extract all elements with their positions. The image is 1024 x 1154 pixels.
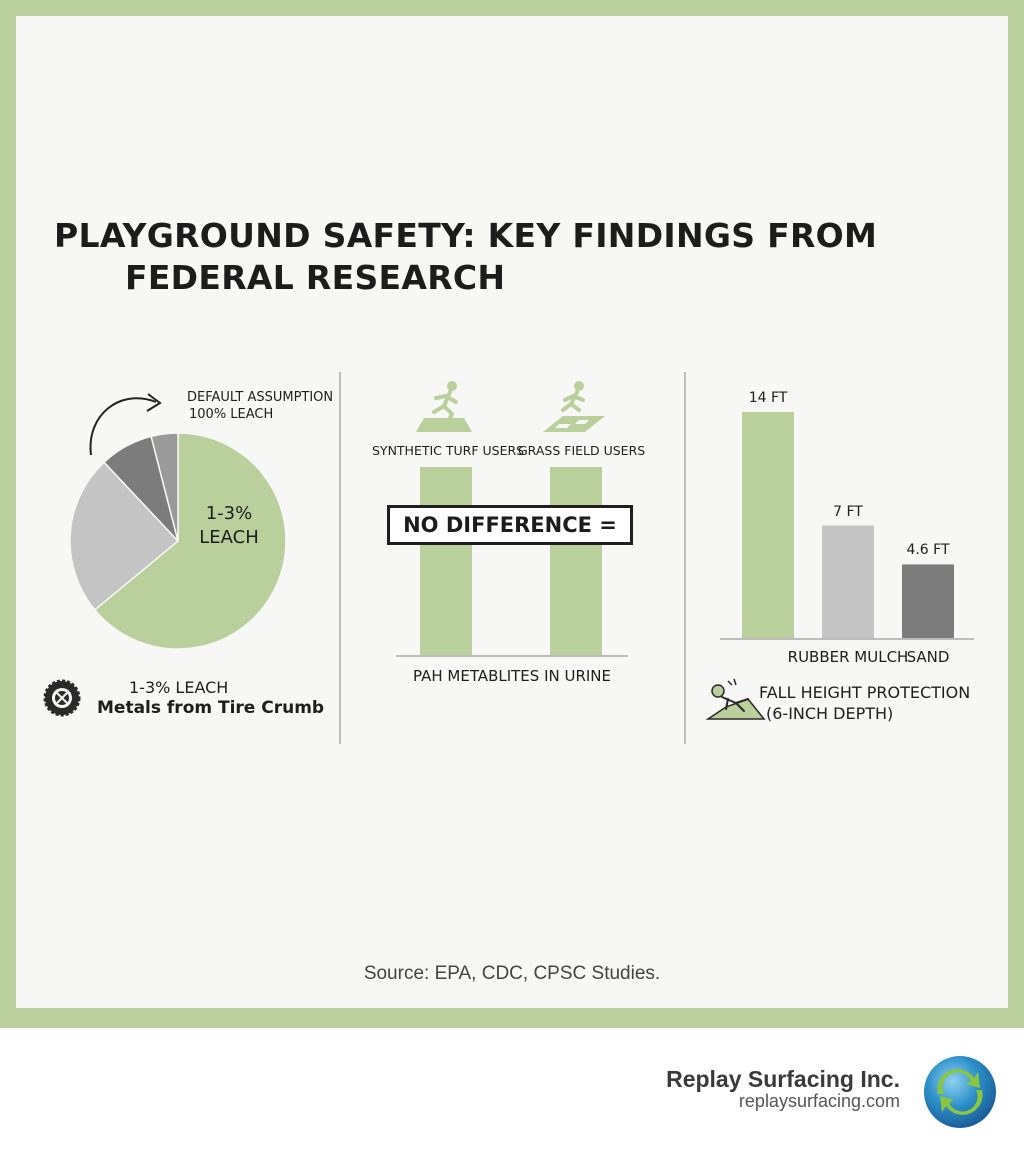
default-assumption-value: 100% LEACH [189, 407, 274, 422]
tire-icon [43, 679, 81, 717]
runner-turf-icon [416, 381, 472, 432]
arrowhead-icon [146, 393, 162, 412]
comparison-caption: PAH METABLITES IN URINE [413, 667, 612, 685]
pie-caption-line2: Metals from Tire Crumb [97, 698, 325, 718]
pie-slice-label-line2: LEACH [199, 527, 259, 548]
fall-bar-value-label-1: 7 FT [833, 503, 863, 520]
curved-arrow-icon [89, 397, 157, 456]
page-title-line2: FEDERAL RESEARCH [125, 258, 506, 297]
fall-bar-category-label-1: RUBBER MULCH [787, 648, 909, 666]
pie-caption-line1: 1-3% LEACH [129, 678, 229, 697]
fall-bar-2 [902, 564, 954, 639]
runner-grass-icon [543, 381, 605, 432]
no-difference-annotation: NO DIFFERENCE = [387, 505, 633, 545]
pie-slice-0 [93, 432, 287, 650]
brand-url: replaysurfacing.com [738, 1091, 900, 1111]
pie-slice-1 [69, 461, 180, 611]
default-assumption-label: DEFAULT ASSUMPTION [187, 390, 334, 405]
brand-name: Replay Surfacing Inc. [666, 1066, 900, 1092]
panel-divider-left [339, 372, 341, 744]
comparison-bar-1 [550, 467, 602, 656]
bar-label-synthetic-turf: SYNTHETIC TURF USERS [372, 443, 525, 458]
pie-slice-3 [150, 432, 179, 542]
page-title-line1: PLAYGROUND SAFETY: KEY FINDINGS FROM [54, 216, 878, 255]
fall-caption-line1: FALL HEIGHT PROTECTION [759, 683, 971, 702]
bar-label-grass-field: GRASS FIELD USERS [518, 443, 646, 458]
fall-bar-value-label-2: 4.6 FT [906, 542, 950, 559]
fall-caption-line2: (6-INCH DEPTH) [766, 704, 894, 723]
source-note: Source: EPA, CDC, CPSC Studies. [363, 963, 661, 984]
fall-bar-0 [742, 412, 794, 639]
fall-bar-category-label-2: SAND [906, 648, 950, 666]
comparison-bar-0 [420, 467, 472, 656]
fall-bar-1 [822, 525, 874, 639]
fall-bar-value-label-0: 14 FT [748, 390, 788, 406]
pie-slice-label-line1: 1-3% [205, 503, 253, 524]
recycle-logo-icon [924, 1056, 996, 1128]
falling-child-icon [705, 678, 766, 720]
panel-divider-right [684, 372, 686, 744]
